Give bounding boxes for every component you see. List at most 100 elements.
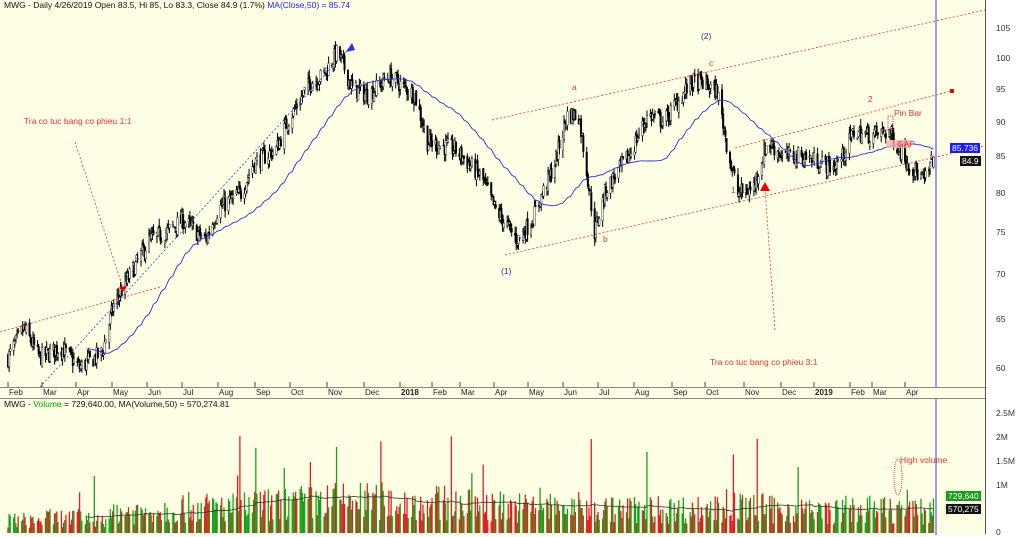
- volume-bar: [240, 499, 242, 533]
- volume-bar: [740, 499, 742, 533]
- gap-highlight: [886, 140, 910, 148]
- volume-bar: [350, 509, 352, 533]
- volume-bar: [446, 520, 448, 533]
- candle-body: [622, 156, 625, 159]
- volume-bar: [586, 500, 588, 533]
- x-tick-label: 2019: [815, 388, 833, 397]
- volume-bar: [748, 500, 750, 533]
- candle-body: [581, 133, 584, 136]
- candle-body: [805, 151, 808, 160]
- volume-bar: [363, 516, 365, 533]
- candle-body: [157, 227, 160, 236]
- volume-tick-label: 1M: [996, 479, 1008, 490]
- volume-bar: [761, 494, 763, 533]
- volume-bar: [261, 510, 264, 533]
- volume-bar: [574, 511, 576, 533]
- ma-info: MA(Close,50) = 85.74: [267, 0, 351, 10]
- volume-bar: [375, 484, 377, 533]
- candle-body: [415, 90, 418, 105]
- y-tick-label: 100: [996, 52, 1011, 63]
- candle-body: [509, 223, 512, 228]
- volume-bar: [495, 519, 497, 533]
- channel-line-2017: [0, 286, 161, 333]
- volume-bar: [697, 496, 699, 533]
- candle-body: [478, 171, 481, 176]
- x-tick-label: Nov: [745, 388, 760, 397]
- candle-body: [818, 168, 821, 172]
- volume-bar: [534, 508, 537, 533]
- volume-bar: [868, 510, 870, 533]
- candle-body: [176, 217, 179, 235]
- volume-bar: [708, 510, 711, 533]
- volume-bar: [548, 518, 550, 533]
- candle-body: [813, 152, 816, 162]
- volume-bar: [7, 527, 9, 533]
- candle-body: [816, 153, 819, 169]
- x-tick-label: Jul: [183, 388, 194, 397]
- volume-bar: [659, 509, 662, 533]
- volume-bar: [699, 517, 702, 533]
- volume-bar: [143, 513, 146, 533]
- volume-bar: [633, 497, 636, 533]
- candle-body: [677, 100, 680, 113]
- candle-body: [444, 140, 447, 155]
- volume-bar: [116, 504, 118, 533]
- candle-body: [800, 149, 803, 157]
- candle-body: [160, 240, 163, 242]
- wave-label-2: (2): [701, 31, 712, 41]
- candle-body: [470, 158, 473, 167]
- candle-body: [490, 182, 493, 196]
- volume-bar: [39, 521, 41, 533]
- candle-body: [850, 130, 853, 138]
- candle-body: [921, 173, 924, 175]
- volume-bar: [243, 492, 246, 533]
- volume-panel[interactable]: MWG - Volume = 729,640.00, MA(Volume,50)…: [0, 398, 985, 535]
- volume-bar: [288, 496, 290, 533]
- price-panel[interactable]: MWG - Daily 4/26/2019 Open 83.5, Hi 85, …: [0, 0, 985, 388]
- candle-body: [28, 322, 31, 336]
- volume-bar: [611, 497, 613, 533]
- volume-bar: [517, 510, 520, 533]
- volume-bar: [275, 494, 277, 533]
- x-tick-label: Jun: [148, 388, 161, 397]
- candle-body: [399, 81, 402, 90]
- candle-body: [666, 108, 669, 111]
- volume-bar: [405, 513, 407, 533]
- candle-body: [638, 133, 641, 136]
- volume-bar: [501, 512, 504, 533]
- candle-body: [208, 232, 211, 235]
- volume-bar: [331, 506, 333, 533]
- volume-bar: [789, 522, 791, 533]
- volume-bar: [359, 482, 362, 533]
- candle-body: [824, 155, 827, 160]
- volume-bar: [550, 504, 553, 533]
- high-volume-label: High volume: [900, 455, 948, 465]
- x-tick-label: Dec: [365, 388, 380, 397]
- volume-bar: [356, 502, 358, 533]
- pin-bar-highlight: [887, 115, 894, 131]
- candle-body: [736, 174, 739, 195]
- candle-body: [382, 74, 385, 87]
- wave-label-a: a: [572, 82, 577, 92]
- volume-bar: [526, 502, 529, 533]
- x-tick-label: Aug: [635, 388, 650, 397]
- volume-bar: [184, 522, 186, 533]
- volume-bar: [279, 518, 281, 533]
- volume-bar: [406, 497, 408, 533]
- candle-body: [564, 121, 567, 124]
- candle-body: [134, 261, 137, 275]
- volume-bar: [307, 499, 309, 533]
- volume-bar: [828, 502, 830, 533]
- volume-bar: [856, 522, 858, 533]
- x-tick-label: Apr: [906, 388, 919, 397]
- candle-body: [482, 168, 485, 180]
- volume-bar: [280, 499, 282, 533]
- volume-bar: [214, 509, 216, 533]
- candle-body: [301, 95, 304, 98]
- channel-upper: [491, 9, 985, 121]
- volume-bar: [932, 498, 935, 533]
- volume-bar: [531, 501, 533, 533]
- date-axis: Feb Mar Apr May Jun Jul Aug Sep Oct Nov Dec 2018 Feb…: [0, 388, 985, 398]
- volume-bar: [794, 521, 796, 533]
- volume-bar: [923, 508, 926, 533]
